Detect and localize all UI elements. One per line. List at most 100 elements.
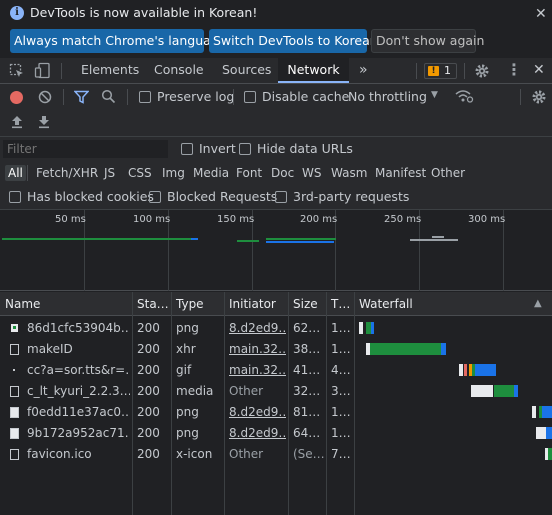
filter-input[interactable]: [3, 140, 168, 158]
issues-count: 1: [444, 64, 451, 77]
waterfall-bar: [471, 385, 493, 397]
request-status: 200: [137, 342, 160, 356]
filter-type-js[interactable]: JS: [104, 166, 116, 180]
import-har-icon[interactable]: [11, 115, 23, 129]
filter-type-other[interactable]: Other: [431, 166, 466, 180]
column-header-time[interactable]: T…: [331, 297, 351, 311]
request-type: gif: [176, 363, 192, 377]
tab-elements[interactable]: Elements: [81, 62, 140, 77]
export-har-icon[interactable]: [38, 115, 50, 129]
filter-type-css[interactable]: CSS: [128, 166, 152, 180]
request-initiator-link[interactable]: 8.d2ed9…: [229, 405, 286, 419]
inspect-element-icon[interactable]: [9, 63, 25, 79]
column-header-initiator[interactable]: Initiator: [229, 297, 276, 311]
table-row[interactable]: cc?a=sor.tts&r=… 200 gif main.32… 41… 4…: [0, 360, 552, 381]
filter-type-doc[interactable]: Doc: [271, 166, 295, 180]
request-size: 32…: [293, 384, 321, 398]
waterfall-bar: [536, 427, 546, 439]
close-infobar-icon[interactable]: ✕: [535, 6, 547, 22]
has-blocked-cookies-checkbox[interactable]: [9, 191, 21, 203]
tick-label: 200 ms: [300, 214, 338, 225]
request-name: favicon.ico: [27, 447, 92, 461]
device-toolbar-icon[interactable]: [34, 62, 52, 80]
divider: [63, 89, 64, 105]
search-icon[interactable]: [101, 89, 116, 104]
request-name: f0edd11e37ac0…: [27, 405, 130, 419]
chevron-down-icon[interactable]: ▼: [431, 90, 438, 100]
tab-console[interactable]: Console: [154, 62, 204, 77]
request-initiator-link[interactable]: main.32…: [229, 342, 286, 356]
overview-bar: [432, 236, 444, 238]
settings-gear-icon[interactable]: [474, 63, 490, 79]
column-header-status[interactable]: Sta…: [137, 297, 169, 311]
third-party-requests-label: 3rd-party requests: [293, 189, 410, 204]
network-settings-gear-icon[interactable]: [531, 89, 547, 105]
disable-cache-checkbox[interactable]: [244, 91, 256, 103]
column-header-name[interactable]: Name: [5, 297, 41, 311]
table-row[interactable]: 9b172a952ac71… 200 png 8.d2ed9… 64… 1…: [0, 423, 552, 444]
always-match-language-button[interactable]: Always match Chrome's language: [10, 29, 226, 53]
close-devtools-icon[interactable]: ✕: [533, 62, 545, 78]
network-toolbar: Preserve log Disable cache No throttling…: [0, 84, 552, 137]
filter-type-fetch-xhr[interactable]: Fetch/XHR: [36, 166, 99, 180]
waterfall-bar: [472, 364, 475, 376]
filter-type-media[interactable]: Media: [193, 166, 230, 180]
tab-sources[interactable]: Sources: [222, 62, 272, 77]
customize-menu-icon[interactable]: ⋮: [506, 60, 522, 79]
waterfall-bar: [494, 385, 514, 397]
request-initiator-link[interactable]: main.32…: [229, 363, 286, 377]
filter-type-ws[interactable]: WS: [302, 166, 322, 180]
waterfall-bar: [532, 406, 536, 418]
filter-type-font[interactable]: Font: [236, 166, 263, 180]
devtools-tab-bar: Elements Console Sources Network » ! 1 ⋮…: [0, 58, 552, 84]
filter-icon[interactable]: [74, 90, 89, 104]
tab-network[interactable]: Network: [278, 58, 349, 83]
table-row[interactable]: c_lt_kyuri_2.2.3… 200 media Other 32… 3…: [0, 381, 552, 402]
filter-type-img[interactable]: Img: [162, 166, 185, 180]
throttling-select[interactable]: No throttling: [348, 89, 427, 104]
dont-show-again-button[interactable]: Don't show again: [371, 29, 484, 53]
invert-checkbox[interactable]: [181, 143, 193, 155]
more-tabs-button[interactable]: »: [359, 62, 368, 78]
waterfall-bar: [546, 427, 552, 439]
filter-type-wasm[interactable]: Wasm: [331, 166, 368, 180]
column-divider: [288, 292, 289, 515]
issues-counter[interactable]: ! 1: [424, 63, 457, 79]
column-header-type[interactable]: Type: [176, 297, 204, 311]
divider: [520, 89, 521, 105]
waterfall-bar: [464, 364, 467, 376]
warning-icon: !: [428, 66, 439, 76]
request-initiator-link[interactable]: 8.d2ed9…: [229, 321, 286, 335]
blocked-requests-checkbox[interactable]: [149, 191, 161, 203]
request-type: x-icon: [176, 447, 213, 461]
document-file-icon: [10, 344, 19, 355]
table-row[interactable]: favicon.ico 200 x-icon Other (Se… 7…: [0, 444, 552, 465]
timeline-overview[interactable]: 50 ms 100 ms 150 ms 200 ms 250 ms 300 ms: [0, 210, 552, 291]
hide-data-urls-checkbox[interactable]: [239, 143, 251, 155]
hide-data-urls-label: Hide data URLs: [257, 141, 353, 156]
filter-type-manifest[interactable]: Manifest: [375, 166, 427, 180]
request-initiator-link[interactable]: 8.d2ed9…: [229, 426, 286, 440]
waterfall-bar: [469, 364, 472, 376]
request-time: 1…: [331, 405, 351, 419]
record-icon[interactable]: [10, 91, 23, 104]
table-row[interactable]: makeID 200 xhr main.32… 38… 1…: [0, 339, 552, 360]
request-time: 1…: [331, 426, 351, 440]
switch-to-korean-button[interactable]: Switch DevTools to Korean: [209, 29, 378, 53]
language-infobar: i DevTools is now available in Korean! A…: [0, 0, 552, 58]
third-party-requests-checkbox[interactable]: [275, 191, 287, 203]
waterfall-bar: [371, 322, 374, 334]
network-conditions-icon[interactable]: [454, 88, 474, 104]
waterfall-bar: [366, 322, 371, 334]
table-row[interactable]: 86d1cfc53904b… 200 png 8.d2ed9… 62… 1…: [0, 318, 552, 339]
column-header-waterfall[interactable]: Waterfall: [359, 297, 413, 311]
table-row[interactable]: f0edd11e37ac0… 200 png 8.d2ed9… 81… 1…: [0, 402, 552, 423]
filter-type-all[interactable]: All: [5, 165, 26, 181]
column-header-size[interactable]: Size: [293, 297, 318, 311]
clear-icon[interactable]: [38, 90, 52, 104]
overview-bar: [266, 241, 334, 243]
divider: [27, 165, 28, 181]
waterfall-bar: [545, 448, 548, 460]
request-initiator: Other: [229, 384, 264, 398]
preserve-log-checkbox[interactable]: [139, 91, 151, 103]
